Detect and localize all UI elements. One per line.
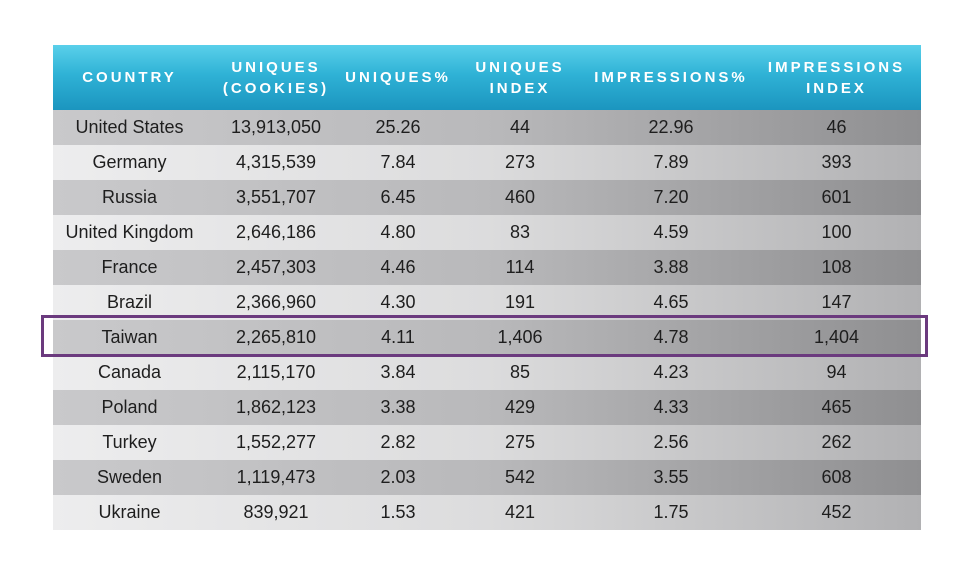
- country-cell: United Kingdom: [65, 222, 194, 242]
- country-cell: Canada: [97, 362, 162, 382]
- impressions-percent-cell: 7.89: [653, 152, 689, 172]
- column-header-country[interactable]: COUNTRY: [82, 69, 177, 86]
- column-header-impressions-index[interactable]: IMPRESSIONS INDEX: [767, 58, 906, 97]
- uniques-index-cell: 273: [504, 152, 536, 172]
- column-header-impressions-percent[interactable]: IMPRESSIONS%: [594, 69, 748, 86]
- column-header-uniques-cookies[interactable]: UNIQUES (COOKIES): [222, 58, 330, 97]
- table-row: United Kingdom 2,646,186 4.80 83 4.59 100: [53, 215, 921, 250]
- uniques-percent-cell: 25.26: [375, 117, 421, 137]
- country-cell: Sweden: [96, 467, 163, 487]
- uniques-percent-cell: 4.11: [381, 327, 415, 347]
- uniques-percent-cell: 1.53: [380, 502, 416, 522]
- impressions-index-cell: 262: [821, 432, 852, 452]
- impressions-index-cell: 108: [821, 257, 852, 277]
- impressions-percent-cell: 4.23: [653, 362, 689, 382]
- country-cell: Turkey: [102, 432, 157, 452]
- uniques-index-cell: 542: [504, 467, 536, 487]
- uniques-cookies-cell: 13,913,050: [230, 117, 322, 137]
- impressions-percent-cell: 4.65: [653, 292, 689, 312]
- uniques-index-cell: 275: [504, 432, 536, 452]
- table-row: Turkey 1,552,277 2.82 275 2.56 262: [53, 425, 921, 460]
- uniques-cookies-cell: 839,921: [243, 502, 309, 522]
- uniques-percent-cell: 6.45: [380, 187, 416, 207]
- impressions-index-cell: 147: [821, 292, 852, 312]
- uniques-percent-cell: 2.82: [380, 432, 416, 452]
- table-row: United States 13,913,050 25.26 44 22.96 46: [53, 110, 921, 145]
- table-header: COUNTRY UNIQUES (COOKIES) UNIQUES% UNIQU…: [53, 45, 921, 110]
- uniques-percent-cell: 4.46: [380, 257, 416, 277]
- impressions-index-cell: 46: [826, 117, 847, 137]
- uniques-cookies-cell: 2,366,960: [235, 292, 317, 312]
- table-row-highlighted: Taiwan 2,265,810 4.11 1,406 4.78 1,404: [53, 320, 921, 355]
- uniques-cookies-cell: 1,552,277: [235, 432, 317, 452]
- impressions-percent-cell: 4.33: [653, 397, 689, 417]
- table-row: Sweden 1,119,473 2.03 542 3.55 608: [53, 460, 921, 495]
- impressions-percent-cell: 22.96: [648, 117, 694, 137]
- uniques-percent-cell: 3.84: [380, 362, 416, 382]
- impressions-index-cell: 393: [821, 152, 852, 172]
- table-row: Canada 2,115,170 3.84 85 4.23 94: [53, 355, 921, 390]
- impressions-index-cell: 608: [821, 467, 852, 487]
- country-cell: Taiwan: [101, 327, 158, 347]
- uniques-cookies-cell: 4,315,539: [235, 152, 317, 172]
- impressions-index-cell: 100: [821, 222, 852, 242]
- uniques-index-cell: 44: [509, 117, 531, 137]
- impressions-percent-cell: 4.78: [653, 327, 689, 347]
- uniques-index-cell: 85: [509, 362, 531, 382]
- country-cell: Poland: [101, 397, 158, 417]
- impressions-index-cell: 465: [821, 397, 852, 417]
- uniques-index-cell: 114: [505, 257, 535, 277]
- country-cell: Brazil: [106, 292, 152, 312]
- country-cell: Germany: [92, 152, 167, 172]
- uniques-index-cell: 191: [504, 292, 536, 312]
- country-stats-table: COUNTRY UNIQUES (COOKIES) UNIQUES% UNIQU…: [53, 45, 921, 530]
- uniques-cookies-cell: 2,646,186: [235, 222, 317, 242]
- impressions-percent-cell: 3.55: [653, 467, 689, 487]
- uniques-cookies-cell: 1,119,473: [236, 467, 316, 487]
- country-cell: Russia: [101, 187, 158, 207]
- impressions-percent-cell: 3.88: [653, 257, 689, 277]
- uniques-index-cell: 83: [509, 222, 531, 242]
- uniques-cookies-cell: 2,265,810: [235, 327, 317, 347]
- uniques-index-cell: 460: [504, 187, 536, 207]
- impressions-index-cell: 94: [826, 362, 847, 382]
- impressions-percent-cell: 4.59: [653, 222, 689, 242]
- uniques-index-cell: 421: [504, 502, 536, 522]
- uniques-percent-cell: 2.03: [380, 467, 416, 487]
- uniques-cookies-cell: 2,457,303: [235, 257, 317, 277]
- impressions-percent-cell: 7.20: [653, 187, 689, 207]
- table-row: Russia 3,551,707 6.45 460 7.20 601: [53, 180, 921, 215]
- table-row: France 2,457,303 4.46 114 3.88 108: [53, 250, 921, 285]
- uniques-cookies-cell: 2,115,170: [236, 362, 316, 382]
- table-row: Germany 4,315,539 7.84 273 7.89 393: [53, 145, 921, 180]
- table-body: United States 13,913,050 25.26 44 22.96 46 Ger…: [53, 110, 921, 530]
- uniques-cookies-cell: 1,862,123: [235, 397, 317, 417]
- impressions-percent-cell: 1.75: [653, 502, 689, 522]
- uniques-percent-cell: 4.80: [380, 222, 416, 242]
- country-cell: France: [101, 257, 158, 277]
- uniques-percent-cell: 7.84: [380, 152, 416, 172]
- table-row: Ukraine 839,921 1.53 421 1.75 452: [53, 495, 921, 530]
- uniques-percent-cell: 3.38: [380, 397, 416, 417]
- impressions-percent-cell: 2.56: [653, 432, 689, 452]
- uniques-percent-cell: 4.30: [380, 292, 416, 312]
- table-row: Brazil 2,366,960 4.30 191 4.65 147: [53, 285, 921, 320]
- country-cell: United States: [75, 117, 184, 137]
- column-header-uniques-percent[interactable]: UNIQUES%: [345, 69, 451, 86]
- column-header-uniques-index[interactable]: UNIQUES INDEX: [475, 58, 565, 97]
- country-cell: Ukraine: [98, 502, 161, 522]
- impressions-index-cell: 601: [821, 187, 852, 207]
- table-row: Poland 1,862,123 3.38 429 4.33 465: [53, 390, 921, 425]
- impressions-index-cell: 452: [821, 502, 852, 522]
- uniques-index-cell: 1,406: [497, 327, 543, 347]
- uniques-cookies-cell: 3,551,707: [235, 187, 317, 207]
- uniques-index-cell: 429: [504, 397, 536, 417]
- impressions-index-cell: 1,404: [813, 327, 860, 347]
